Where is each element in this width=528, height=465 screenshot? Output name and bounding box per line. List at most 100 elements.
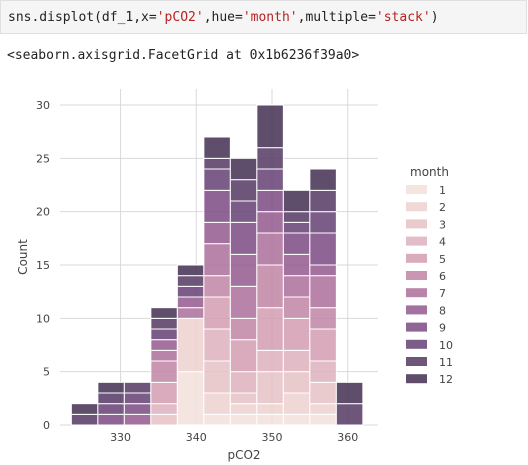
histogram-bar-segment <box>229 157 258 181</box>
histogram-bar-segment <box>150 328 178 341</box>
histogram-bar-segment <box>203 189 231 223</box>
histogram-bar-segment <box>256 307 284 351</box>
y-tick-label: 30 <box>36 99 50 112</box>
code-string-multiple: 'stack' <box>375 10 431 25</box>
legend-label: 12 <box>439 373 453 386</box>
code-cell[interactable]: sns.displot(df_1,x='pCO2',hue='month',mu… <box>0 0 527 34</box>
histogram-bar-segment <box>203 392 231 415</box>
histogram-bar-segment <box>256 147 284 170</box>
histogram-bar-segment <box>309 211 337 234</box>
histogram-bar-segment <box>97 403 125 415</box>
histogram-bar-segment <box>282 211 311 223</box>
legend-label: 9 <box>439 322 446 335</box>
histogram-bar-segment <box>256 264 284 309</box>
histogram-bar-segment <box>256 232 284 266</box>
histogram-bar-segment <box>176 264 205 277</box>
legend-label: 7 <box>439 287 446 300</box>
histogram-bar-segment <box>229 200 258 223</box>
legend-label: 2 <box>439 201 446 214</box>
histogram-bar-segment <box>309 360 337 383</box>
histogram-bar-segment <box>97 381 125 394</box>
histogram-bar-segment <box>97 392 125 405</box>
histogram-bar-segment <box>123 381 152 394</box>
legend-label: 10 <box>439 339 453 352</box>
legend-swatch <box>406 271 427 280</box>
histogram-bar-segment <box>229 179 258 202</box>
x-tick-label: 350 <box>262 431 283 444</box>
legend-swatch <box>406 339 427 349</box>
histogram-bar-segment <box>282 413 311 426</box>
legend-label: 5 <box>439 253 446 266</box>
histogram-bar-segment <box>256 403 284 415</box>
histogram-bar-segment <box>282 253 311 277</box>
histogram-bar-segment <box>256 371 284 405</box>
histogram-bar-segment <box>70 413 99 426</box>
histogram-bar-segment <box>309 168 337 191</box>
histogram-bar-segment <box>150 307 178 319</box>
histogram-bar-segment <box>229 285 258 319</box>
x-tick-label: 330 <box>110 431 131 444</box>
legend-label: 3 <box>439 218 446 231</box>
histogram-bar-segment <box>203 221 231 245</box>
histogram-bar-segment <box>309 413 337 426</box>
histogram-bar-segment <box>150 339 178 351</box>
legend-swatch <box>406 236 427 246</box>
legend-swatch <box>406 374 427 384</box>
legend-label: 4 <box>439 236 446 249</box>
histogram-bar-segment <box>256 413 284 426</box>
y-tick-label: 0 <box>43 419 50 432</box>
legend-swatch <box>406 253 427 263</box>
histogram-bar-segment <box>309 264 337 277</box>
histogram-bar-segment <box>97 413 125 426</box>
histogram-bar-segment <box>229 221 258 255</box>
histogram-bar-segment <box>309 275 337 309</box>
histogram-bar-segment <box>282 221 311 234</box>
histogram-bar-segment <box>229 317 258 341</box>
histogram-bar-segment <box>176 285 205 298</box>
x-axis-label: pCO2 <box>227 448 260 462</box>
legend-label: 1 <box>439 184 446 197</box>
histogram-bar-segment <box>309 403 337 415</box>
histogram-bar-segment <box>256 168 284 191</box>
histogram-bar-segment <box>150 403 178 415</box>
code-string-x: 'pCO2' <box>156 10 204 25</box>
histogram-bar-segment <box>229 403 258 415</box>
histogram-bar-segment <box>335 381 364 405</box>
histogram-bar-segment <box>229 413 258 426</box>
code-text: ,hue= <box>203 10 243 25</box>
histogram-bar-segment <box>176 275 205 287</box>
histogram-bar-segment <box>150 317 178 330</box>
histogram-bar-segment <box>309 381 337 405</box>
histogram-bar-segment <box>70 403 99 415</box>
histogram-bar-segment <box>282 296 311 319</box>
histogram-bar-segment <box>150 349 178 362</box>
histogram-bar-segment <box>123 392 152 405</box>
legend-label: 11 <box>439 356 453 369</box>
histogram-bar-segment <box>229 253 258 287</box>
legend-swatch <box>406 202 427 212</box>
histogram-bar-segment <box>229 339 258 373</box>
legend-title: month <box>410 165 449 179</box>
histogram-bar-segment <box>282 275 311 298</box>
histogram-bar-segment <box>309 328 337 362</box>
histogram-bar-segment <box>203 157 231 170</box>
legend-swatch <box>406 185 427 194</box>
y-tick-label: 20 <box>36 206 50 219</box>
histogram-bar-segment <box>176 296 205 309</box>
histogram-bar-segment <box>203 296 231 330</box>
histogram-bar-segment <box>203 360 231 394</box>
y-tick-label: 10 <box>36 312 50 325</box>
histogram-bar-segment <box>203 413 231 426</box>
histogram-bar-segment <box>203 275 231 298</box>
x-tick-label: 360 <box>337 431 358 444</box>
histogram-bar-segment <box>150 360 178 383</box>
legend-swatch <box>406 288 427 298</box>
code-text: sns.displot(df_1,x= <box>8 10 157 25</box>
histogram-bar-segment <box>176 307 205 319</box>
histogram-bar-segment <box>282 349 311 373</box>
histogram-bar-segment <box>203 136 231 159</box>
histogram-bar-segment <box>150 381 178 405</box>
legend-label: 6 <box>439 270 446 283</box>
histogram-bar-segment <box>176 371 205 426</box>
